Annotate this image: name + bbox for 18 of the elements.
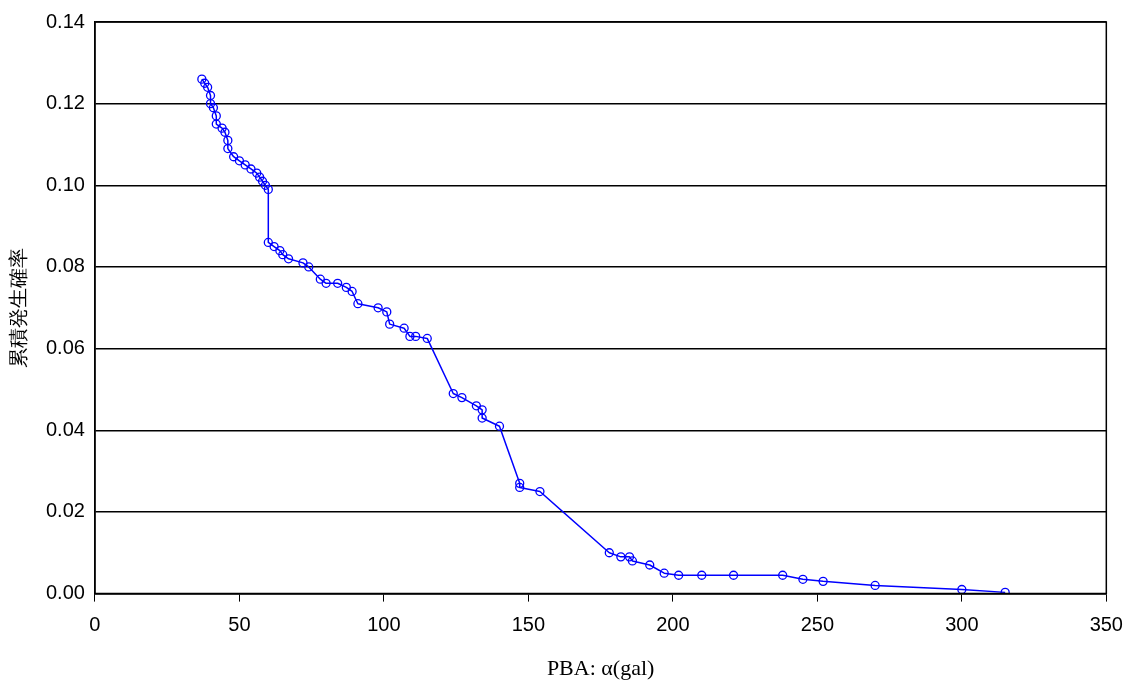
x-tick-label: 150 (511, 613, 546, 636)
x-tick-label: 300 (945, 613, 979, 636)
y-tick-label: 0.04 (45, 417, 85, 440)
x-tick-label: 50 (228, 613, 251, 636)
y-tick-label: 0.00 (45, 581, 85, 604)
y-axis-title: 累積発生確率 (6, 247, 31, 368)
y-tick-label: 0.12 (45, 91, 85, 114)
x-tick-label: 250 (800, 613, 835, 636)
x-axis-title: PBA: α(gal) (546, 654, 655, 680)
y-tick-label: 0.10 (45, 172, 85, 195)
x-tick-label: 200 (656, 613, 690, 636)
x-tick-label: 350 (1089, 613, 1123, 636)
y-tick-label: 0.14 (45, 9, 85, 32)
x-tick-label: 0 (89, 613, 101, 636)
y-tick-label: 0.08 (45, 254, 85, 277)
x-tick-label: 100 (367, 613, 401, 636)
y-tick-label: 0.06 (45, 336, 85, 359)
y-tick-label: 0.02 (45, 499, 85, 522)
